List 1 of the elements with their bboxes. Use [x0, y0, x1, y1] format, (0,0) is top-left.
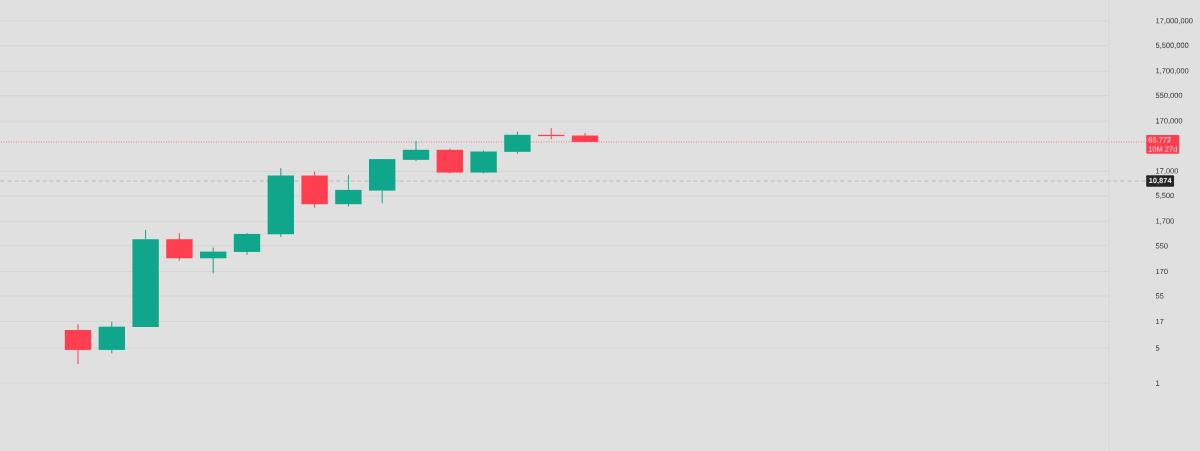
candlestick: [200, 247, 227, 274]
